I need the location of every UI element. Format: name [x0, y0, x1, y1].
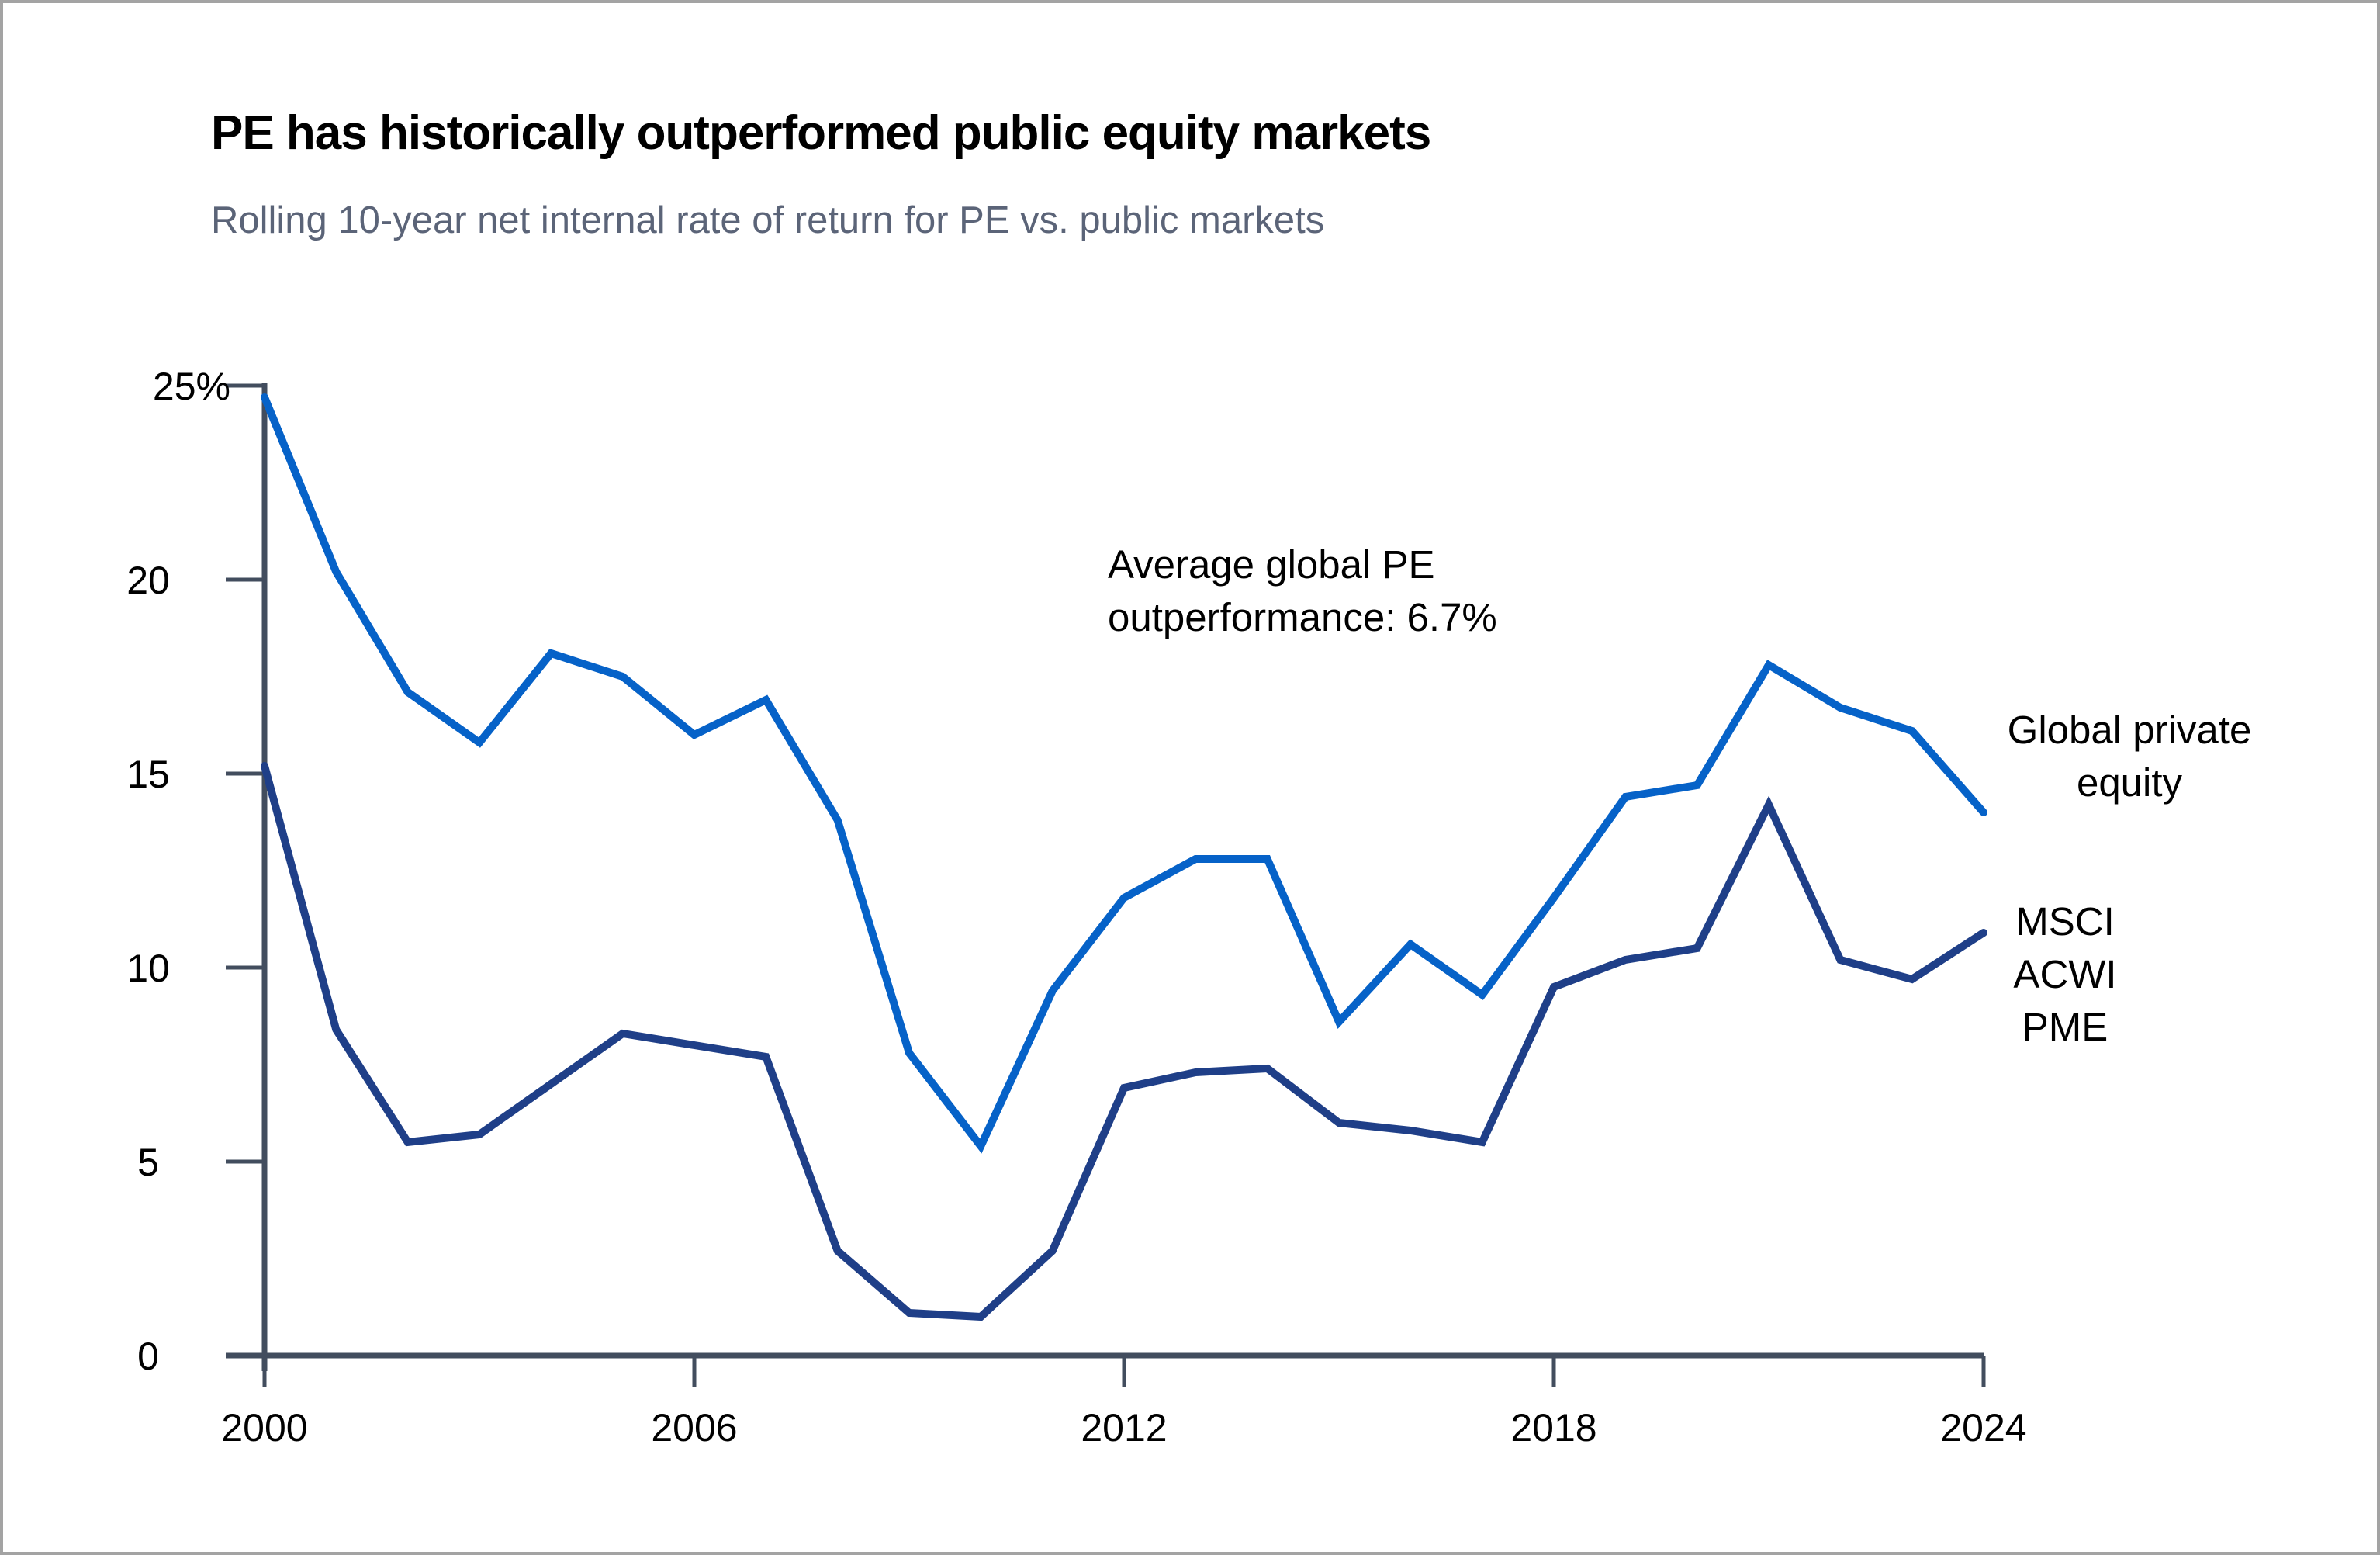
series-label-line: ACWI [2013, 952, 2116, 996]
series-line-msci-acwi-pme [261, 762, 1987, 1321]
series-label-line: PME [2022, 1005, 2108, 1049]
annotation-average-outperformance: Average global PE outperformance: 6.7% [1108, 542, 1497, 639]
series-layer [261, 393, 1987, 1321]
x-tick-label: 2012 [1081, 1406, 1167, 1449]
series-label-line: Global private [2008, 708, 2252, 752]
y-tick-label: 25% [153, 365, 230, 408]
x-tick-label: 2000 [221, 1406, 307, 1449]
series-label-line: MSCI [2015, 899, 2115, 944]
x-tick-label: 2006 [651, 1406, 737, 1449]
y-tick-label: 10 [126, 947, 170, 990]
x-tick-label: 2024 [1940, 1406, 2026, 1449]
annotation-line: outperformance: 6.7% [1108, 595, 1497, 639]
y-tick-label: 0 [137, 1335, 159, 1378]
annotation-line: Average global PE [1108, 542, 1435, 587]
labels-layer: Global private equity MSCI ACWI PME Average g… [1108, 542, 2251, 1049]
series-label-msci-acwi-pme: MSCI ACWI PME [2013, 899, 2116, 1049]
y-tick-label: 20 [126, 559, 170, 602]
x-tick-label: 2018 [1510, 1406, 1596, 1449]
chart-subtitle: Rolling 10-year net internal rate of ret… [211, 199, 1325, 241]
y-tick-label: 15 [126, 753, 170, 796]
chart-title: PE has historically outperformed public … [211, 106, 1431, 160]
series-label-global-private-equity: Global private equity [2008, 708, 2252, 805]
y-tick-label: 5 [137, 1141, 159, 1184]
series-line-global-private-equity [261, 393, 1987, 1154]
series-label-line: equity [2077, 760, 2183, 805]
axes: 0 5 10 15 20 25% 2000 2006 2012 2018 2024 [126, 365, 2026, 1449]
